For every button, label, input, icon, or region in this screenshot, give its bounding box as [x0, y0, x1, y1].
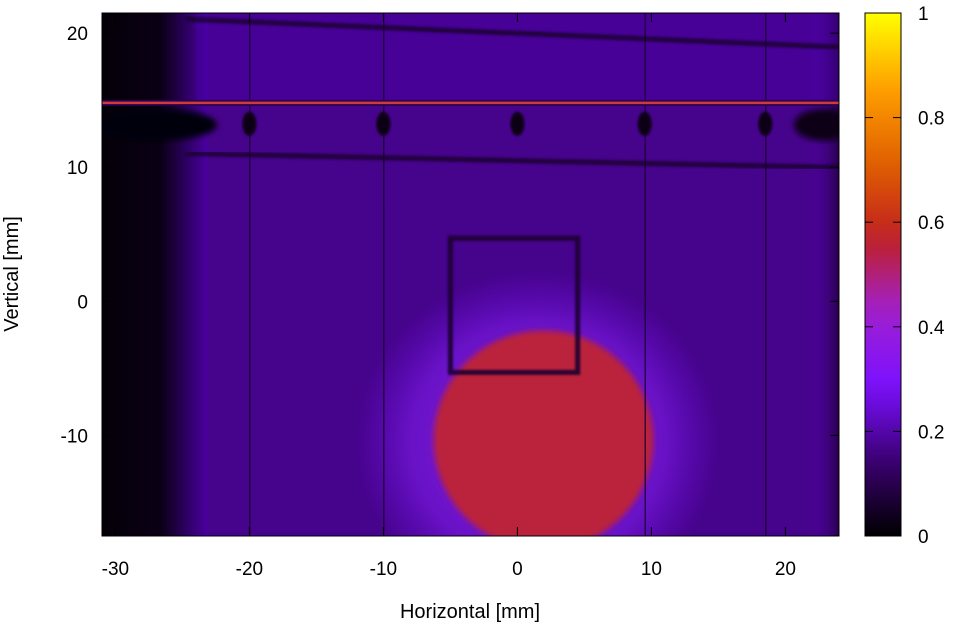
wire-vertical-0 — [246, 13, 253, 536]
wire-vertical-3 — [642, 13, 649, 536]
wire-horizontal-1 — [185, 151, 839, 171]
colorbar-tick-label: 0.6 — [918, 213, 944, 234]
x-tick-label: -20 — [236, 559, 263, 580]
colorbar-ramp — [864, 12, 902, 537]
wire-knot-2 — [510, 111, 525, 136]
colorbar-tick-label: 0.4 — [918, 318, 945, 339]
y-axis-title: Vertical [mm] — [1, 216, 23, 332]
shadow-right — [794, 108, 839, 141]
wire-horizontal-0 — [185, 16, 839, 50]
inner-square — [447, 235, 581, 375]
wire-vertical-4 — [762, 13, 769, 536]
shadow-left — [102, 108, 217, 141]
x-tick-label: -10 — [370, 559, 397, 580]
wire-vertical-1 — [380, 13, 387, 536]
wire-knot-3 — [637, 111, 652, 136]
plot-frame — [101, 12, 840, 537]
y-tick-label: -10 — [61, 426, 88, 447]
wire-knot-0 — [242, 111, 257, 136]
colorbar: 0 0.2 0.4 0.6 0.8 1 — [864, 4, 945, 548]
x-tick-label: -30 — [102, 559, 129, 580]
wire-knot-4 — [758, 111, 773, 136]
x-axis-title: Horizontal [mm] — [400, 601, 540, 623]
x-tick-label: 0 — [512, 559, 523, 580]
colorbar-tick-label: 0.2 — [918, 422, 944, 443]
dark-band-left — [102, 13, 208, 536]
heatmap-image — [102, 13, 839, 536]
colorbar-tick-label: 0.8 — [918, 109, 944, 130]
axes: -30 -20 -10 0 10 20 -10 0 10 20 — [61, 12, 840, 580]
y-tick-label: 0 — [77, 292, 88, 313]
x-tick-label: 10 — [641, 559, 662, 580]
plot-area — [102, 13, 839, 536]
x-tick-label: 20 — [775, 559, 796, 580]
y-tick-label: 10 — [67, 158, 88, 179]
colorbar-tick-label: 1 — [918, 4, 929, 25]
wire-knot-1 — [376, 111, 391, 136]
y-tick-label: 20 — [67, 24, 88, 45]
colorbar-tick-label: 0 — [918, 527, 929, 548]
hot-spot — [433, 330, 654, 536]
